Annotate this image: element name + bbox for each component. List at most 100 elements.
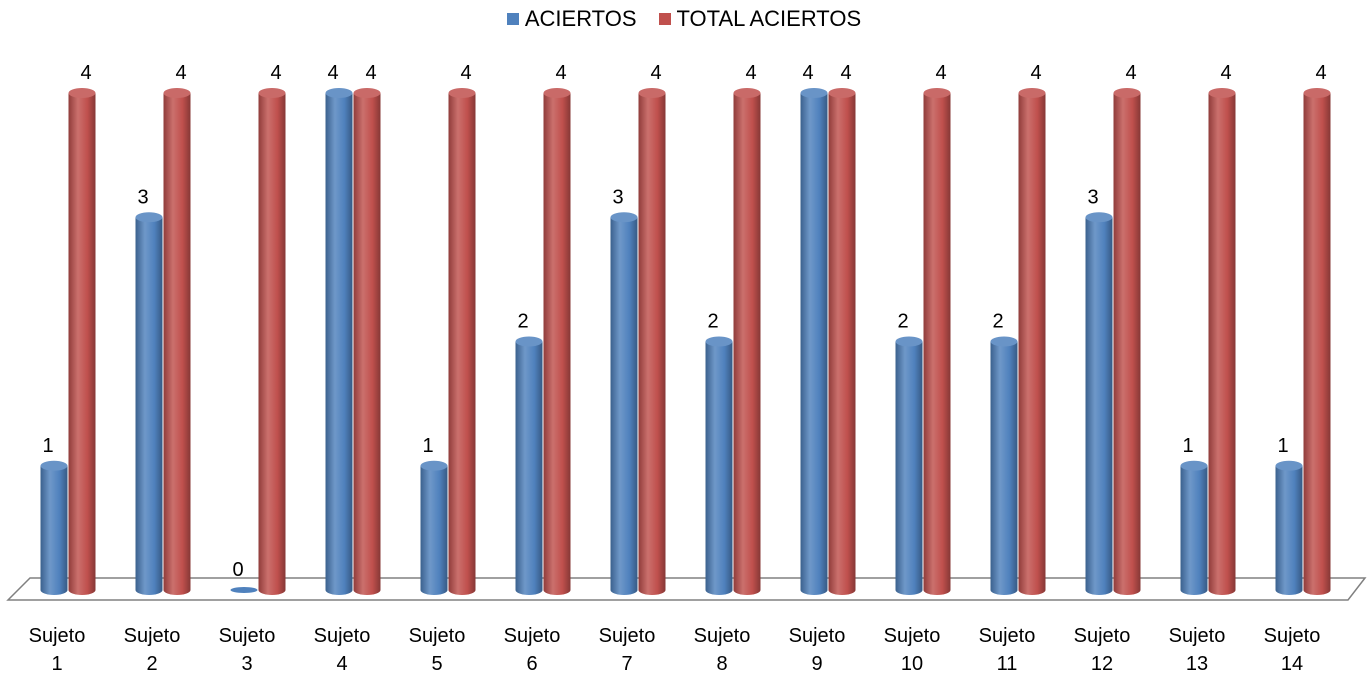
bar-top-total-aciertos-7 bbox=[638, 88, 666, 98]
legend-label-aciertos: ACIERTOS bbox=[524, 6, 637, 31]
bar-total-aciertos-3 bbox=[258, 93, 286, 595]
bar-top-total-aciertos-5 bbox=[448, 88, 476, 98]
x-tick-label-4-line-1: Sujeto bbox=[314, 625, 371, 647]
data-label-total-aciertos-5: 4 bbox=[460, 62, 471, 84]
x-tick-label-11-line-2: 11 bbox=[997, 653, 1018, 675]
bar-top-aciertos-8 bbox=[705, 336, 733, 347]
bar-aciertos-12 bbox=[1085, 217, 1113, 595]
bar-total-aciertos-6 bbox=[543, 93, 571, 595]
data-label-total-aciertos-9: 4 bbox=[840, 62, 851, 84]
bar-total-aciertos-10 bbox=[923, 93, 951, 595]
bar-top-total-aciertos-4 bbox=[353, 88, 381, 98]
x-tick-label-13-line-1: Sujeto bbox=[1169, 625, 1226, 647]
legend-label-total-aciertos: TOTAL ACIERTOS bbox=[676, 6, 862, 31]
x-tick-label-2-line-2: 2 bbox=[146, 653, 157, 675]
bar-top-aciertos-12 bbox=[1085, 212, 1113, 223]
bar-total-aciertos-8 bbox=[733, 93, 761, 595]
bar-total-aciertos-14 bbox=[1303, 93, 1331, 595]
bar-total-aciertos-5 bbox=[448, 93, 476, 595]
data-label-aciertos-12: 3 bbox=[1087, 186, 1098, 208]
bar-total-aciertos-7 bbox=[638, 93, 666, 595]
x-tick-label-13-line-2: 13 bbox=[1186, 653, 1208, 675]
data-label-aciertos-6: 2 bbox=[517, 311, 528, 333]
bar-total-aciertos-9 bbox=[828, 93, 856, 595]
bar-aciertos-10 bbox=[895, 341, 923, 595]
x-tick-label-8-line-2: 8 bbox=[716, 653, 727, 675]
legend-item-total-aciertos: TOTAL ACIERTOS bbox=[658, 6, 862, 32]
x-tick-label-9-line-2: 9 bbox=[811, 653, 822, 675]
legend-swatch-total-aciertos bbox=[658, 13, 671, 25]
data-label-aciertos-3: 0 bbox=[232, 559, 243, 581]
x-tick-label-7-line-1: Sujeto bbox=[599, 625, 656, 647]
legend-swatch-aciertos bbox=[506, 13, 519, 25]
data-label-aciertos-1: 1 bbox=[42, 435, 53, 457]
x-tick-label-12-line-2: 12 bbox=[1091, 653, 1113, 675]
x-tick-label-3-line-1: Sujeto bbox=[219, 625, 276, 647]
bar-aciertos-2 bbox=[135, 217, 163, 595]
bar-aciertos-7 bbox=[610, 217, 638, 595]
x-tick-label-14-line-2: 14 bbox=[1281, 653, 1303, 675]
data-label-total-aciertos-1: 4 bbox=[80, 62, 91, 84]
bar-total-aciertos-2 bbox=[163, 93, 191, 595]
data-label-aciertos-10: 2 bbox=[897, 311, 908, 333]
x-tick-label-8-line-1: Sujeto bbox=[694, 625, 751, 647]
bar-top-aciertos-5 bbox=[420, 460, 448, 471]
x-tick-label-7-line-2: 7 bbox=[621, 653, 632, 675]
bar-top-total-aciertos-10 bbox=[923, 88, 951, 98]
data-label-aciertos-13: 1 bbox=[1182, 435, 1193, 457]
bar-top-total-aciertos-9 bbox=[828, 88, 856, 98]
data-label-total-aciertos-13: 4 bbox=[1220, 62, 1231, 84]
bar-top-total-aciertos-13 bbox=[1208, 88, 1236, 98]
data-label-total-aciertos-8: 4 bbox=[745, 62, 756, 84]
bar-top-aciertos-9 bbox=[800, 88, 828, 98]
bar-top-aciertos-4 bbox=[325, 88, 353, 98]
data-label-aciertos-11: 2 bbox=[992, 311, 1003, 333]
x-tick-label-14-line-1: Sujeto bbox=[1264, 625, 1321, 647]
bar-aciertos-14 bbox=[1275, 465, 1303, 595]
data-label-total-aciertos-12: 4 bbox=[1125, 62, 1136, 84]
bar-aciertos-3 bbox=[230, 587, 258, 593]
data-label-total-aciertos-7: 4 bbox=[650, 62, 661, 84]
data-label-total-aciertos-6: 4 bbox=[555, 62, 566, 84]
bar-aciertos-9 bbox=[800, 93, 828, 595]
data-label-total-aciertos-10: 4 bbox=[935, 62, 946, 84]
x-tick-label-6-line-2: 6 bbox=[526, 653, 537, 675]
bar-top-total-aciertos-6 bbox=[543, 88, 571, 98]
x-tick-label-3-line-2: 3 bbox=[241, 653, 252, 675]
bar-top-total-aciertos-8 bbox=[733, 88, 761, 98]
bar-top-aciertos-14 bbox=[1275, 460, 1303, 471]
bar-aciertos-1 bbox=[40, 465, 68, 595]
data-label-aciertos-5: 1 bbox=[422, 435, 433, 457]
chart-legend: ACIERTOS TOTAL ACIERTOS bbox=[0, 6, 1368, 32]
bar-top-aciertos-1 bbox=[40, 460, 68, 471]
bar-total-aciertos-1 bbox=[68, 93, 96, 595]
data-label-total-aciertos-2: 4 bbox=[175, 62, 186, 84]
bar-aciertos-13 bbox=[1180, 465, 1208, 595]
bar-aciertos-4 bbox=[325, 93, 353, 595]
bar-top-aciertos-11 bbox=[990, 336, 1018, 347]
bar-top-aciertos-7 bbox=[610, 212, 638, 223]
bar-top-total-aciertos-12 bbox=[1113, 88, 1141, 98]
chart-floor bbox=[6, 577, 1367, 601]
x-tick-label-9-line-1: Sujeto bbox=[789, 625, 846, 647]
x-tick-label-12-line-1: Sujeto bbox=[1074, 625, 1131, 647]
bar-total-aciertos-4 bbox=[353, 93, 381, 595]
data-label-aciertos-2: 3 bbox=[137, 186, 148, 208]
bar-aciertos-11 bbox=[990, 341, 1018, 595]
data-label-total-aciertos-11: 4 bbox=[1030, 62, 1041, 84]
bar-top-aciertos-13 bbox=[1180, 460, 1208, 471]
bar-aciertos-8 bbox=[705, 341, 733, 595]
data-label-aciertos-7: 3 bbox=[612, 186, 623, 208]
data-label-aciertos-8: 2 bbox=[707, 311, 718, 333]
bar-aciertos-6 bbox=[515, 341, 543, 595]
data-label-total-aciertos-3: 4 bbox=[270, 62, 281, 84]
legend-item-aciertos: ACIERTOS bbox=[506, 6, 637, 32]
bar-top-aciertos-10 bbox=[895, 336, 923, 347]
x-tick-label-5-line-1: Sujeto bbox=[409, 625, 466, 647]
x-tick-label-4-line-2: 4 bbox=[336, 653, 347, 675]
x-tick-label-6-line-1: Sujeto bbox=[504, 625, 561, 647]
bar-total-aciertos-12 bbox=[1113, 93, 1141, 595]
data-label-total-aciertos-4: 4 bbox=[365, 62, 376, 84]
data-label-aciertos-4: 4 bbox=[327, 62, 338, 84]
